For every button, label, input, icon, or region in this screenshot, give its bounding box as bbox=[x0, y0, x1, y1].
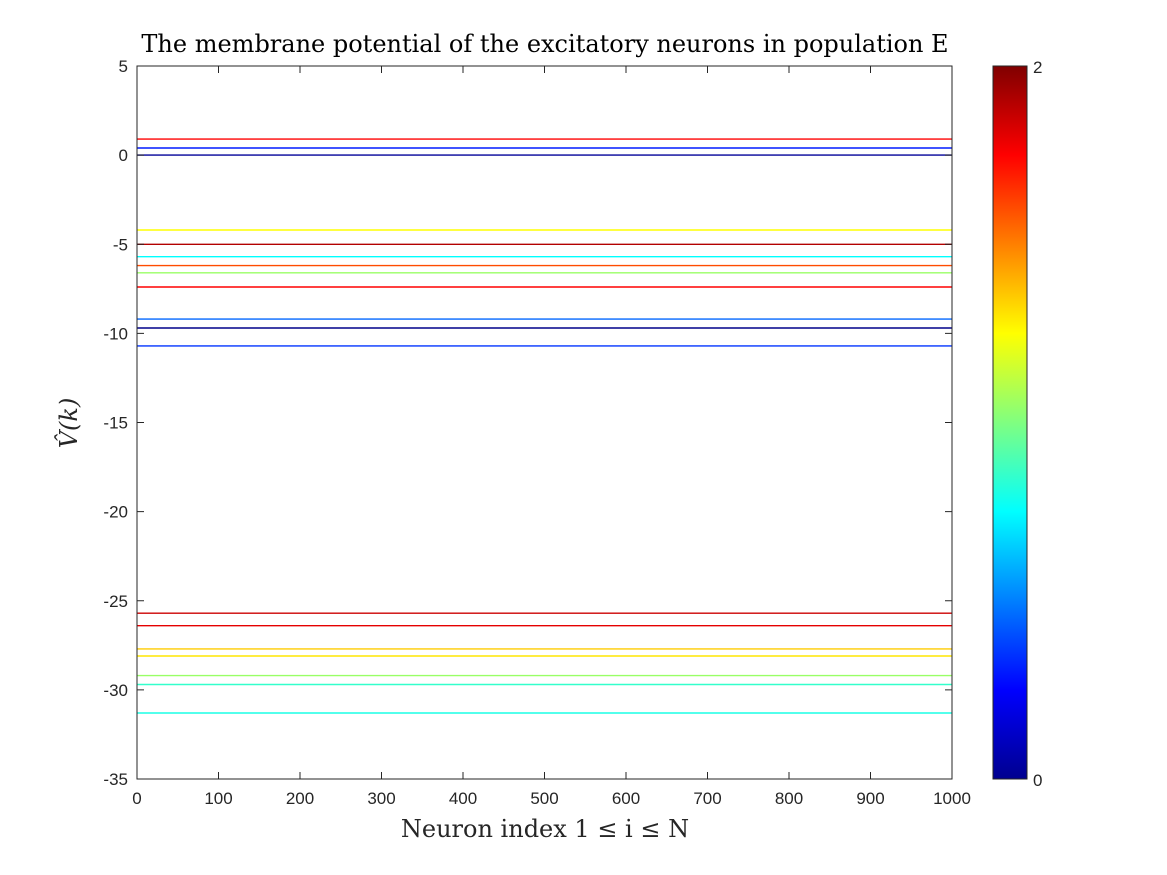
y-tick-label: -5 bbox=[113, 235, 128, 254]
x-axis-label: Neuron index 1 ≤ i ≤ N bbox=[401, 815, 689, 843]
x-tick-label: 1000 bbox=[933, 789, 971, 808]
colorbar-min-label: 0 bbox=[1033, 771, 1042, 790]
y-tick-label: 0 bbox=[119, 146, 128, 165]
colorbar-max-label: 2 bbox=[1033, 58, 1042, 77]
series-layer bbox=[137, 138, 952, 714]
y-tick-label: 5 bbox=[119, 57, 128, 76]
x-tick-label: 600 bbox=[612, 789, 640, 808]
y-tick-label: -20 bbox=[103, 503, 128, 522]
y-axis: 5 0 -5 -10 -15 -20 -25 -30 -35 bbox=[103, 57, 952, 789]
y-tick-label: -25 bbox=[103, 592, 128, 611]
y-tick-label: -10 bbox=[103, 324, 128, 343]
chart-title: The membrane potential of the excitatory… bbox=[141, 30, 948, 58]
x-tick-label: 500 bbox=[530, 789, 558, 808]
x-tick-label: 200 bbox=[286, 789, 314, 808]
y-tick-label: -30 bbox=[103, 681, 128, 700]
x-tick-label: 700 bbox=[693, 789, 721, 808]
x-axis: 0 100 200 300 400 500 600 700 800 900 1000 bbox=[132, 66, 971, 808]
y-tick-label: -35 bbox=[103, 770, 128, 789]
y-tick-label: -15 bbox=[103, 414, 128, 433]
x-tick-label: 800 bbox=[775, 789, 803, 808]
y-axis-label: V̂(k) bbox=[55, 398, 83, 449]
x-tick-label: 300 bbox=[367, 789, 395, 808]
plot-area bbox=[137, 66, 952, 779]
x-tick-label: 400 bbox=[449, 789, 477, 808]
colorbar bbox=[992, 65, 1028, 780]
x-tick-label: 0 bbox=[132, 789, 141, 808]
x-tick-label: 100 bbox=[204, 789, 232, 808]
x-tick-label: 900 bbox=[856, 789, 884, 808]
